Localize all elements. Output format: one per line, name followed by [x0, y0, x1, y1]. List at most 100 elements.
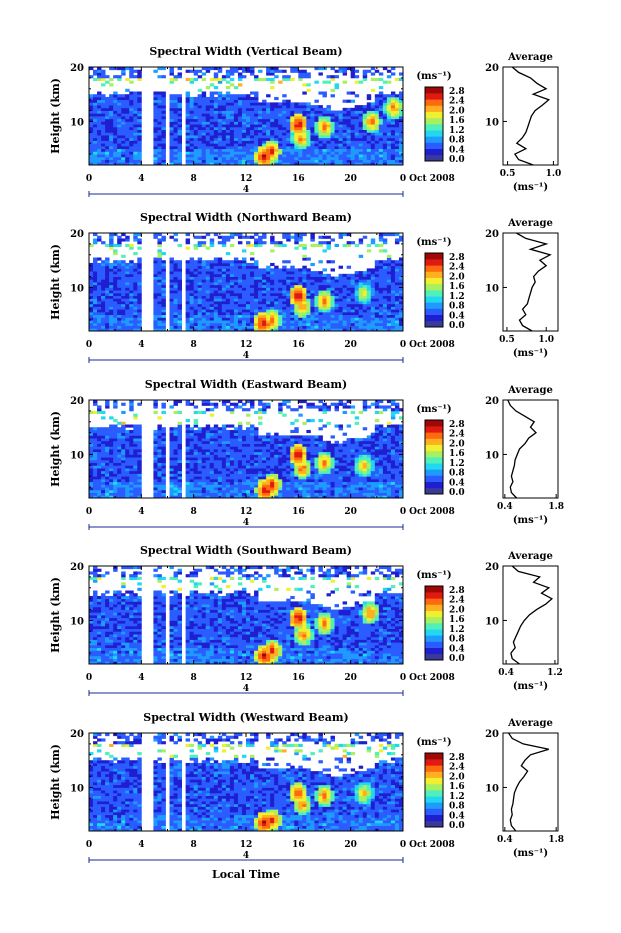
heatmap-cell [210, 427, 214, 430]
heatmap-cell [274, 290, 278, 293]
heatmap-cell [178, 287, 182, 290]
heatmap-cell [170, 271, 174, 274]
heatmap-cell [157, 138, 161, 141]
heatmap-cell [133, 121, 137, 124]
heatmap-cell [335, 320, 339, 323]
heatmap-cell [129, 482, 133, 485]
heatmap-cell [170, 320, 174, 323]
heatmap-cell [347, 277, 351, 280]
heatmap-cell [343, 116, 347, 119]
heatmap-cell [270, 81, 274, 84]
heatmap-cell [234, 94, 238, 97]
heatmap-cell [222, 274, 226, 277]
heatmap-cell [367, 149, 371, 152]
heatmap-cell [97, 75, 101, 78]
heatmap-cell [343, 100, 347, 103]
colorbar-swatch [425, 130, 443, 136]
heatmap-cell [133, 468, 137, 471]
heatmap-cell [234, 307, 238, 310]
heatmap-cell [137, 121, 141, 124]
heatmap-cell [310, 290, 314, 293]
heatmap-cell [318, 127, 322, 130]
heatmap-cell [157, 143, 161, 146]
heatmap-cell [310, 146, 314, 149]
heatmap-cell [355, 105, 359, 108]
heatmap-cell [97, 317, 101, 320]
heatmap-cell [153, 157, 157, 160]
heatmap-cell [246, 296, 250, 299]
heatmap-cell [343, 315, 347, 318]
heatmap-cell [105, 274, 109, 277]
heatmap-cell [174, 149, 178, 152]
heatmap-cell [89, 116, 93, 119]
heatmap-cell [214, 78, 218, 81]
heatmap-cell [387, 307, 391, 310]
heatmap-cell [109, 108, 113, 111]
heatmap-cell [170, 135, 174, 138]
heatmap-cell [234, 287, 238, 290]
heatmap-cell [133, 438, 137, 441]
heatmap-cell [174, 97, 178, 100]
heatmap-cell [133, 151, 137, 154]
heatmap-cell [222, 266, 226, 269]
heatmap-cell [379, 157, 383, 160]
heatmap-cell [310, 244, 314, 247]
heatmap-cell [133, 493, 137, 496]
heatmap-cell [153, 277, 157, 280]
heatmap-cell [161, 444, 165, 447]
heatmap-cell [178, 309, 182, 312]
heatmap-cell [363, 149, 367, 152]
heatmap-cell [270, 312, 274, 315]
heatmap-cell [234, 121, 238, 124]
heatmap-cell [258, 298, 262, 301]
heatmap-cell [383, 138, 387, 141]
heatmap-cell [270, 70, 274, 73]
heatmap-cell [153, 94, 157, 97]
heatmap-cell [157, 468, 161, 471]
heatmap-cell [125, 94, 129, 97]
heatmap-cell [186, 425, 190, 428]
heatmap-cell [101, 457, 105, 460]
heatmap-cell [274, 141, 278, 144]
heatmap-cell [343, 113, 347, 116]
heatmap-cell [194, 449, 198, 452]
heatmap-cell [318, 124, 322, 127]
heatmap-cell [125, 482, 129, 485]
heatmap-cell [327, 315, 331, 318]
heatmap-cell [387, 143, 391, 146]
heatmap-cell [254, 157, 258, 160]
heatmap-cell [226, 86, 230, 89]
heatmap-cell [157, 430, 161, 433]
heatmap-cell [206, 108, 210, 111]
heatmap-cell [125, 490, 129, 493]
heatmap-cell [121, 151, 125, 154]
heatmap-cell [343, 277, 347, 280]
heatmap-cell [395, 317, 399, 320]
heatmap-cell [379, 72, 383, 75]
heatmap-cell [262, 105, 266, 108]
heatmap-cell [339, 304, 343, 307]
heatmap-cell [351, 149, 355, 152]
heatmap-cell [206, 449, 210, 452]
heatmap-cell [133, 268, 137, 271]
heatmap-cell [379, 298, 383, 301]
heatmap-cell [202, 124, 206, 127]
heatmap-cell [234, 116, 238, 119]
heatmap-cell [310, 309, 314, 312]
heatmap-cell [89, 157, 93, 160]
heatmap-cell [226, 81, 230, 84]
heatmap-cell [206, 430, 210, 433]
heatmap-cell [125, 89, 129, 92]
heatmap-cell [137, 268, 141, 271]
heatmap-cell [331, 111, 335, 114]
heatmap-cell [302, 290, 306, 293]
heatmap-cell [286, 121, 290, 124]
heatmap-cell [355, 304, 359, 307]
heatmap-cell [174, 298, 178, 301]
heatmap-cell [170, 260, 174, 263]
heatmap-cell [194, 474, 198, 477]
heatmap-cell [190, 138, 194, 141]
heatmap-cell [93, 132, 97, 135]
heatmap-cell [113, 438, 117, 441]
heatmap-cell [93, 146, 97, 149]
